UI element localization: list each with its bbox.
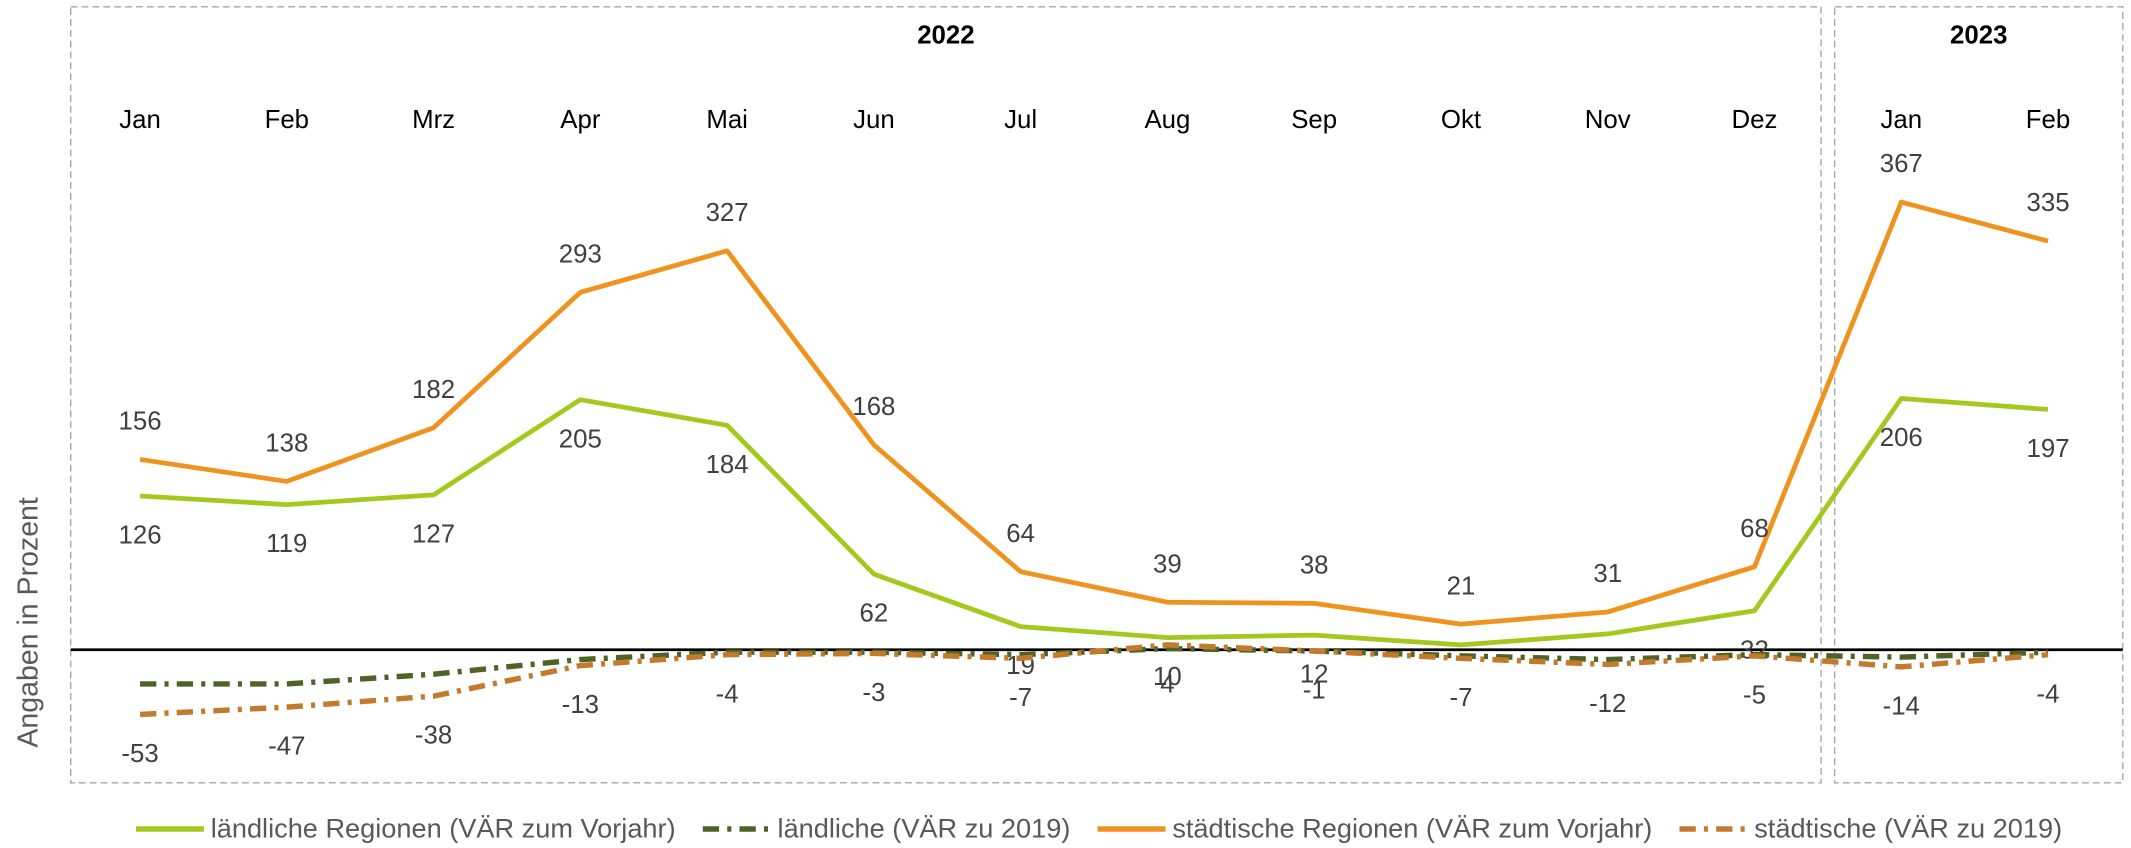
data-label: -38 — [415, 722, 452, 750]
data-label: 119 — [266, 530, 307, 558]
data-label: 10 — [1153, 663, 1182, 691]
data-label: 293 — [559, 240, 602, 268]
legend-label: ländliche (VÄR zu 2019) — [778, 813, 1071, 844]
group-label: 2023 — [1950, 22, 2007, 50]
data-label: -3 — [862, 679, 885, 707]
data-label: 184 — [706, 451, 749, 479]
data-label: 21 — [1447, 572, 1476, 600]
data-label: 205 — [559, 425, 602, 453]
data-label: 4 — [1160, 670, 1174, 698]
x-tick-label: Jan — [119, 106, 161, 134]
data-label: -4 — [2037, 680, 2060, 708]
data-label: 62 — [860, 600, 889, 628]
x-tick-label: Feb — [265, 106, 309, 134]
legend-label: ländliche Regionen (VÄR zum Vorjahr) — [211, 813, 676, 844]
legend-label: städtische Regionen (VÄR zum Vorjahr) — [1172, 813, 1652, 844]
x-tick-label: Dez — [1732, 106, 1778, 134]
data-label: -47 — [268, 733, 305, 761]
data-label: -5 — [1743, 681, 1766, 709]
data-label: 327 — [706, 199, 749, 227]
x-tick-label: Okt — [1441, 106, 1481, 134]
data-label: 182 — [412, 376, 455, 404]
x-tick-label: Aug — [1144, 106, 1190, 134]
data-label: 68 — [1740, 515, 1769, 543]
group-box — [1834, 6, 2124, 784]
data-label: 126 — [118, 522, 161, 550]
data-label: 39 — [1153, 550, 1182, 578]
x-tick-label: Sep — [1291, 106, 1337, 134]
x-tick-label: Jan — [1880, 106, 1922, 134]
data-label: 156 — [118, 408, 161, 436]
data-label: 206 — [1880, 424, 1923, 452]
data-label: -4 — [716, 680, 739, 708]
y-axis-label: Angaben in Prozent — [12, 497, 44, 748]
data-label: -7 — [1009, 684, 1032, 712]
x-tick-label: Feb — [2026, 106, 2070, 134]
data-label: -14 — [1883, 692, 1920, 720]
data-label: 168 — [852, 393, 895, 421]
data-label: 367 — [1880, 150, 1923, 178]
data-label: 31 — [1593, 560, 1622, 588]
group-box — [70, 6, 1822, 784]
data-label: 197 — [2026, 435, 2069, 463]
x-tick-label: Apr — [560, 106, 601, 134]
data-label: 335 — [2026, 189, 2069, 217]
data-label: 64 — [1006, 520, 1035, 548]
series-line — [139, 642, 2049, 718]
x-tick-label: Nov — [1585, 106, 1631, 134]
data-label: 12 — [1300, 661, 1329, 689]
series-line — [139, 199, 2049, 627]
data-label: -7 — [1449, 684, 1472, 712]
data-label: -1 — [1303, 677, 1326, 705]
data-label: -12 — [1589, 690, 1626, 718]
x-tick-label: Mai — [706, 106, 748, 134]
legend-label: städtische (VÄR zu 2019) — [1754, 813, 2062, 844]
data-label: 127 — [412, 520, 455, 548]
series-line — [139, 396, 2049, 648]
data-label: -13 — [562, 691, 599, 719]
group-label: 2022 — [917, 22, 974, 50]
data-label: 32 — [1740, 636, 1769, 664]
x-tick-label: Mrz — [412, 106, 455, 134]
data-label: -53 — [121, 740, 158, 768]
data-label: 38 — [1300, 552, 1329, 580]
data-label: 138 — [265, 430, 308, 458]
x-tick-label: Jun — [853, 106, 895, 134]
x-tick-label: Jul — [1004, 106, 1037, 134]
